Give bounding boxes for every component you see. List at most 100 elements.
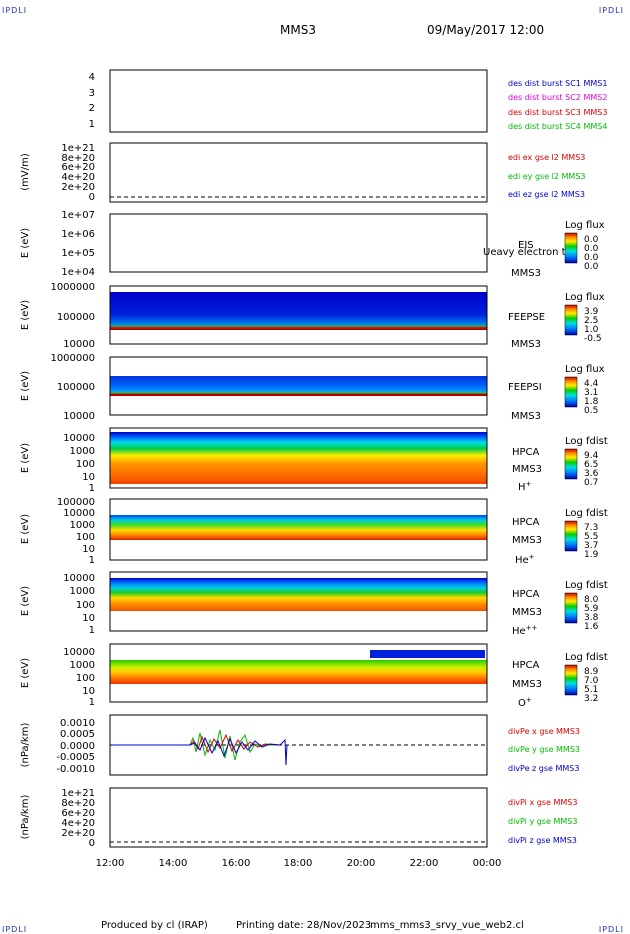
colorbar-title: Log fdist [565,436,608,447]
panel-feepsi-frame [109,356,488,416]
colorbar [564,376,578,408]
spacecraft-title: MMS3 [280,23,316,37]
panel-feepse-frame [109,285,488,345]
hpca-he2-spectrogram [110,578,487,611]
legend-label: divPi z gse MMS3 [508,836,577,845]
feepsi-spectrogram [110,376,487,396]
colorbar-tick: 7.3 [584,523,598,533]
species-charge: + [526,696,532,704]
panel-divpi-frame [109,787,488,848]
tick-label: 100 [76,532,95,543]
colorbar [564,232,578,264]
instrument-label: FEEPSI [508,382,542,393]
tick-label: 6e+20 [61,808,95,819]
colorbar-tick: 8.9 [584,667,599,677]
colorbar-title: Log fdist [565,508,608,519]
colorbar-title: Log flux [565,292,605,303]
tick-label: 6e+20 [61,162,95,173]
panel-edi: (mV/m) 1e+21 8e+20 6e+20 4e+20 2e+20 0 e… [20,142,586,203]
tick-label: 4e+20 [61,172,95,183]
panel-hpca-o: E (eV) 10000 1000 100 10 1 HPCA MMS3 O+ … [20,643,608,709]
spacecraft-label: MMS3 [511,268,541,279]
panel-feepsi: E (eV) 1000000 100000 10000 FEEPSI MMS3 … [20,353,605,422]
colorbar-tick: 1.9 [584,550,599,560]
tick-label: 1000000 [50,353,95,364]
colorbar-tick: 0.0 [584,235,599,245]
tick-label: 1000 [70,586,95,597]
x-tick-label: 22:00 [410,858,439,869]
tick-label: 100000 [57,382,95,393]
tick-label: 1e+21 [61,788,95,799]
tick-label: 10000 [63,339,95,350]
colorbar [564,448,578,480]
colorbar-tick: 0.0 [584,253,599,263]
x-axis: 12:00 14:00 16:00 18:00 20:00 22:00 00:0… [96,858,502,869]
tick-label: 100 [76,673,95,684]
panel-hpca-o-frame [109,643,488,703]
tick-label: 10 [82,686,95,697]
panel-divpi: (nPa/km) 1e+21 8e+20 6e+20 4e+20 2e+20 0… [20,787,577,849]
axis-ylabel: E (eV) [20,514,31,544]
colorbar-title: Log fdist [565,580,608,591]
legend-label: divPe z gse MMS3 [508,764,579,773]
corner-label-top-left: IPDLI [2,6,28,15]
feepse-spectrogram [110,292,487,330]
tick-label: 3 [89,88,95,99]
colorbar-tick: 0.0 [584,244,599,254]
tick-label: 1 [89,625,95,636]
instrument-label: HPCA [512,517,540,528]
species-label: He++ [512,624,538,637]
axis-ylabel: E (eV) [20,300,31,330]
tick-label: 100000 [57,497,95,508]
colorbar-tick: 5.1 [584,685,598,695]
tick-label: 10 [82,613,95,624]
tick-label: 10 [82,472,95,483]
hpca-h-spectrogram [110,432,487,484]
tick-label: -0.0005 [56,752,95,763]
tick-label: 2 [89,103,95,114]
tick-label: 100 [76,459,95,470]
corner-label-top-right: IPDLI [598,6,624,15]
tick-label: 0.0005 [60,729,95,740]
species-name: H [518,482,526,493]
tick-label: 1000 [70,520,95,531]
tick-label: 100 [76,600,95,611]
axis-ylabel: (nPa/km) [20,723,31,768]
x-tick-label: 00:00 [473,858,502,869]
tick-label: 1000 [70,446,95,457]
tick-label: 1e+05 [61,248,95,259]
tick-label: 2e+20 [61,182,95,193]
tick-label: 10000 [63,411,95,422]
tick-label: 0 [89,192,95,203]
tick-label: 8e+20 [61,798,95,809]
panel-hpca-he1-frame [109,498,488,561]
colorbar-tick: 8.0 [584,595,599,605]
corner-label-bottom-right: IPDLI [598,925,624,934]
tick-label: 4 [89,72,95,83]
tick-label: 4e+20 [61,818,95,829]
instrument-label: HPCA [512,660,540,671]
panel-hpca-he2-frame [109,571,488,632]
species-charge: + [529,553,535,561]
spacecraft-label: MMS3 [511,411,541,422]
colorbar-tick: 3.6 [584,469,599,479]
tick-label: 1e+06 [61,229,95,240]
colorbar-title: Log flux [565,364,605,375]
colorbar-title: Log fdist [565,652,608,663]
legend-label: des dist burst SC2 MMS2 [508,93,607,102]
colorbar-title: Log flux [565,220,605,231]
tick-label: 10000 [63,573,95,584]
axis-ylabel: E (eV) [20,658,31,688]
tick-label: 8e+20 [61,153,95,164]
colorbar-tick: 9.4 [584,451,599,461]
tick-label: 1000 [70,660,95,671]
tick-label: 1 [89,483,95,494]
colorbar-tick: 3.1 [584,388,598,398]
colorbar-tick: -0.5 [584,334,602,344]
footer-script-name: mms_mms3_srvy_vue_web2.cl [370,920,524,931]
spacecraft-label: MMS3 [512,607,542,618]
legend-label: edi ey gse l2 MMS3 [508,172,586,181]
tick-label: 1e+21 [61,143,95,154]
legend-label: divPe y gse MMS3 [508,745,580,754]
colorbar-tick: 5.5 [584,532,598,542]
